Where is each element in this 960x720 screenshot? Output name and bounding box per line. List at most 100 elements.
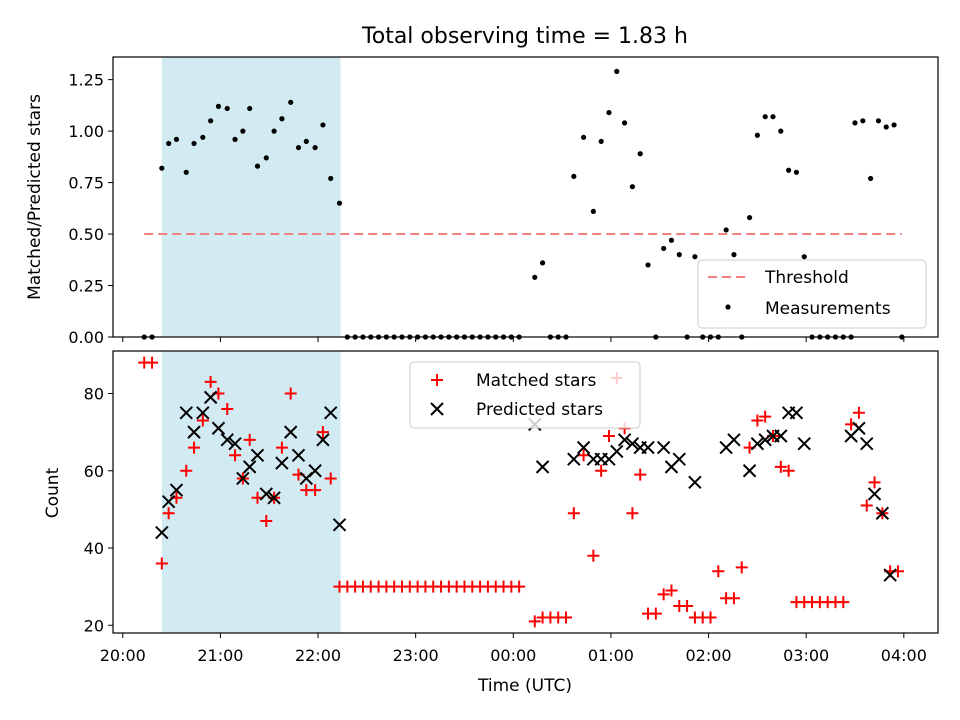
predicted-star-marker <box>291 448 306 463</box>
measurement-point <box>762 114 768 120</box>
bottom-axes-frame <box>112 350 939 634</box>
measurement-point <box>232 136 238 142</box>
matched-star-marker <box>567 507 580 520</box>
predicted-star-marker <box>275 456 289 470</box>
predicted-star-marker <box>617 433 632 447</box>
measurement-point <box>668 237 675 243</box>
measurement-points <box>141 68 905 340</box>
matched-star-marker <box>162 507 175 520</box>
measurement-point <box>629 184 636 190</box>
measurement-point <box>746 214 753 221</box>
top-legend-box <box>697 259 927 329</box>
matched-star-marker <box>860 499 873 512</box>
predicted-star-marker <box>187 425 201 439</box>
measurement-point <box>860 118 866 124</box>
predicted-star-marker <box>308 464 322 478</box>
measurement-point <box>801 254 807 260</box>
matched-star-marker <box>727 592 740 605</box>
top-y-ticks: 0.00 0.25 0.50 0.75 1.00 1.25 <box>68 71 113 347</box>
predicted-star-marker <box>211 421 226 435</box>
y-tick-label: 80 <box>84 384 104 403</box>
bottom-x-ticks: 20:00 21:00 22:00 23:00 00:00 01:00 02:00 03:00… <box>100 633 927 665</box>
measurement-point <box>295 144 302 151</box>
measurement-point <box>676 252 682 258</box>
matched-star-marker <box>751 414 764 427</box>
predicted-stars-points <box>155 390 897 582</box>
y-tick-label: 0.75 <box>68 174 104 193</box>
measurement-point <box>891 122 897 128</box>
measurement-point <box>786 167 792 173</box>
shaded-observing-span <box>161 351 341 633</box>
measurement-point <box>731 252 737 258</box>
matched-star-marker <box>204 375 217 388</box>
matched-star-marker <box>649 607 662 620</box>
matched-star-marker <box>229 449 242 462</box>
matched-star-marker <box>188 441 201 454</box>
measurement-point <box>191 140 197 147</box>
top-y-axis-label: Matched/Predicted stars <box>25 94 45 300</box>
matched-star-marker <box>759 410 772 423</box>
matched-star-marker <box>196 414 209 427</box>
matched-star-marker <box>275 441 288 454</box>
bottom-legend-box <box>409 361 641 429</box>
matched-star-marker <box>634 468 647 481</box>
y-tick-label: 0.00 <box>68 328 104 347</box>
measurement-point <box>614 68 620 75</box>
predicted-star-marker <box>259 487 273 501</box>
x-tick-label: 23:00 <box>393 646 439 665</box>
predicted-star-marker <box>179 406 193 420</box>
top-x-ticks <box>122 337 905 342</box>
matched-star-marker <box>587 549 600 562</box>
predicted-star-marker <box>576 440 591 455</box>
top-axes-frame <box>112 56 939 338</box>
predicted-star-marker <box>169 483 184 497</box>
matched-star-marker <box>180 464 193 477</box>
predicted-star-marker <box>250 448 265 463</box>
measurement-point <box>183 169 189 175</box>
y-tick-label: 0.25 <box>68 277 104 296</box>
measurement-point <box>868 175 874 182</box>
y-tick-label: 0.50 <box>68 225 104 244</box>
measurement-point <box>208 118 214 124</box>
matched-star-marker <box>146 356 159 369</box>
predicted-star-marker <box>688 475 702 490</box>
matched-star-marker <box>221 402 234 415</box>
predicted-star-marker <box>332 518 347 532</box>
measurement-point <box>875 118 882 124</box>
predicted-star-marker <box>758 433 772 447</box>
x-axis-label: Time (UTC) <box>477 676 572 696</box>
measurement-point <box>661 245 667 252</box>
matched-star-marker <box>837 596 850 609</box>
x-tick-label: 02:00 <box>686 646 732 665</box>
measurements-legend-swatch <box>725 304 731 310</box>
matched-star-marker <box>309 484 322 497</box>
measurement-point <box>532 274 538 280</box>
y-tick-label: 40 <box>84 539 104 558</box>
predicted-star-marker <box>797 437 811 451</box>
measurement-point <box>320 122 326 128</box>
measurement-point <box>793 169 800 175</box>
matched-star-marker <box>735 561 748 574</box>
y-tick-label: 20 <box>84 616 104 635</box>
predicted-star-marker <box>852 421 866 435</box>
measurement-point <box>271 128 277 134</box>
predicted-star-marker <box>727 433 741 447</box>
threshold-legend-label: Threshold <box>764 268 849 288</box>
matched-star-marker <box>602 429 615 442</box>
measurements-legend-label: Measurements <box>765 299 891 319</box>
predicted-star-marker <box>242 460 257 474</box>
measurement-point <box>288 99 294 105</box>
matched-star-marker <box>712 565 725 578</box>
matched-star-marker <box>782 464 795 477</box>
measurement-point <box>224 105 230 112</box>
measurement-point <box>590 208 596 215</box>
measurement-point <box>336 200 343 206</box>
predicted-star-marker <box>155 525 169 540</box>
measurement-point <box>883 124 889 130</box>
predicted-star-marker <box>656 440 671 455</box>
measurement-point <box>598 138 604 145</box>
predicted-star-marker <box>161 494 176 509</box>
x-tick-label: 03:00 <box>783 646 829 665</box>
predicted-star-marker <box>567 452 581 466</box>
